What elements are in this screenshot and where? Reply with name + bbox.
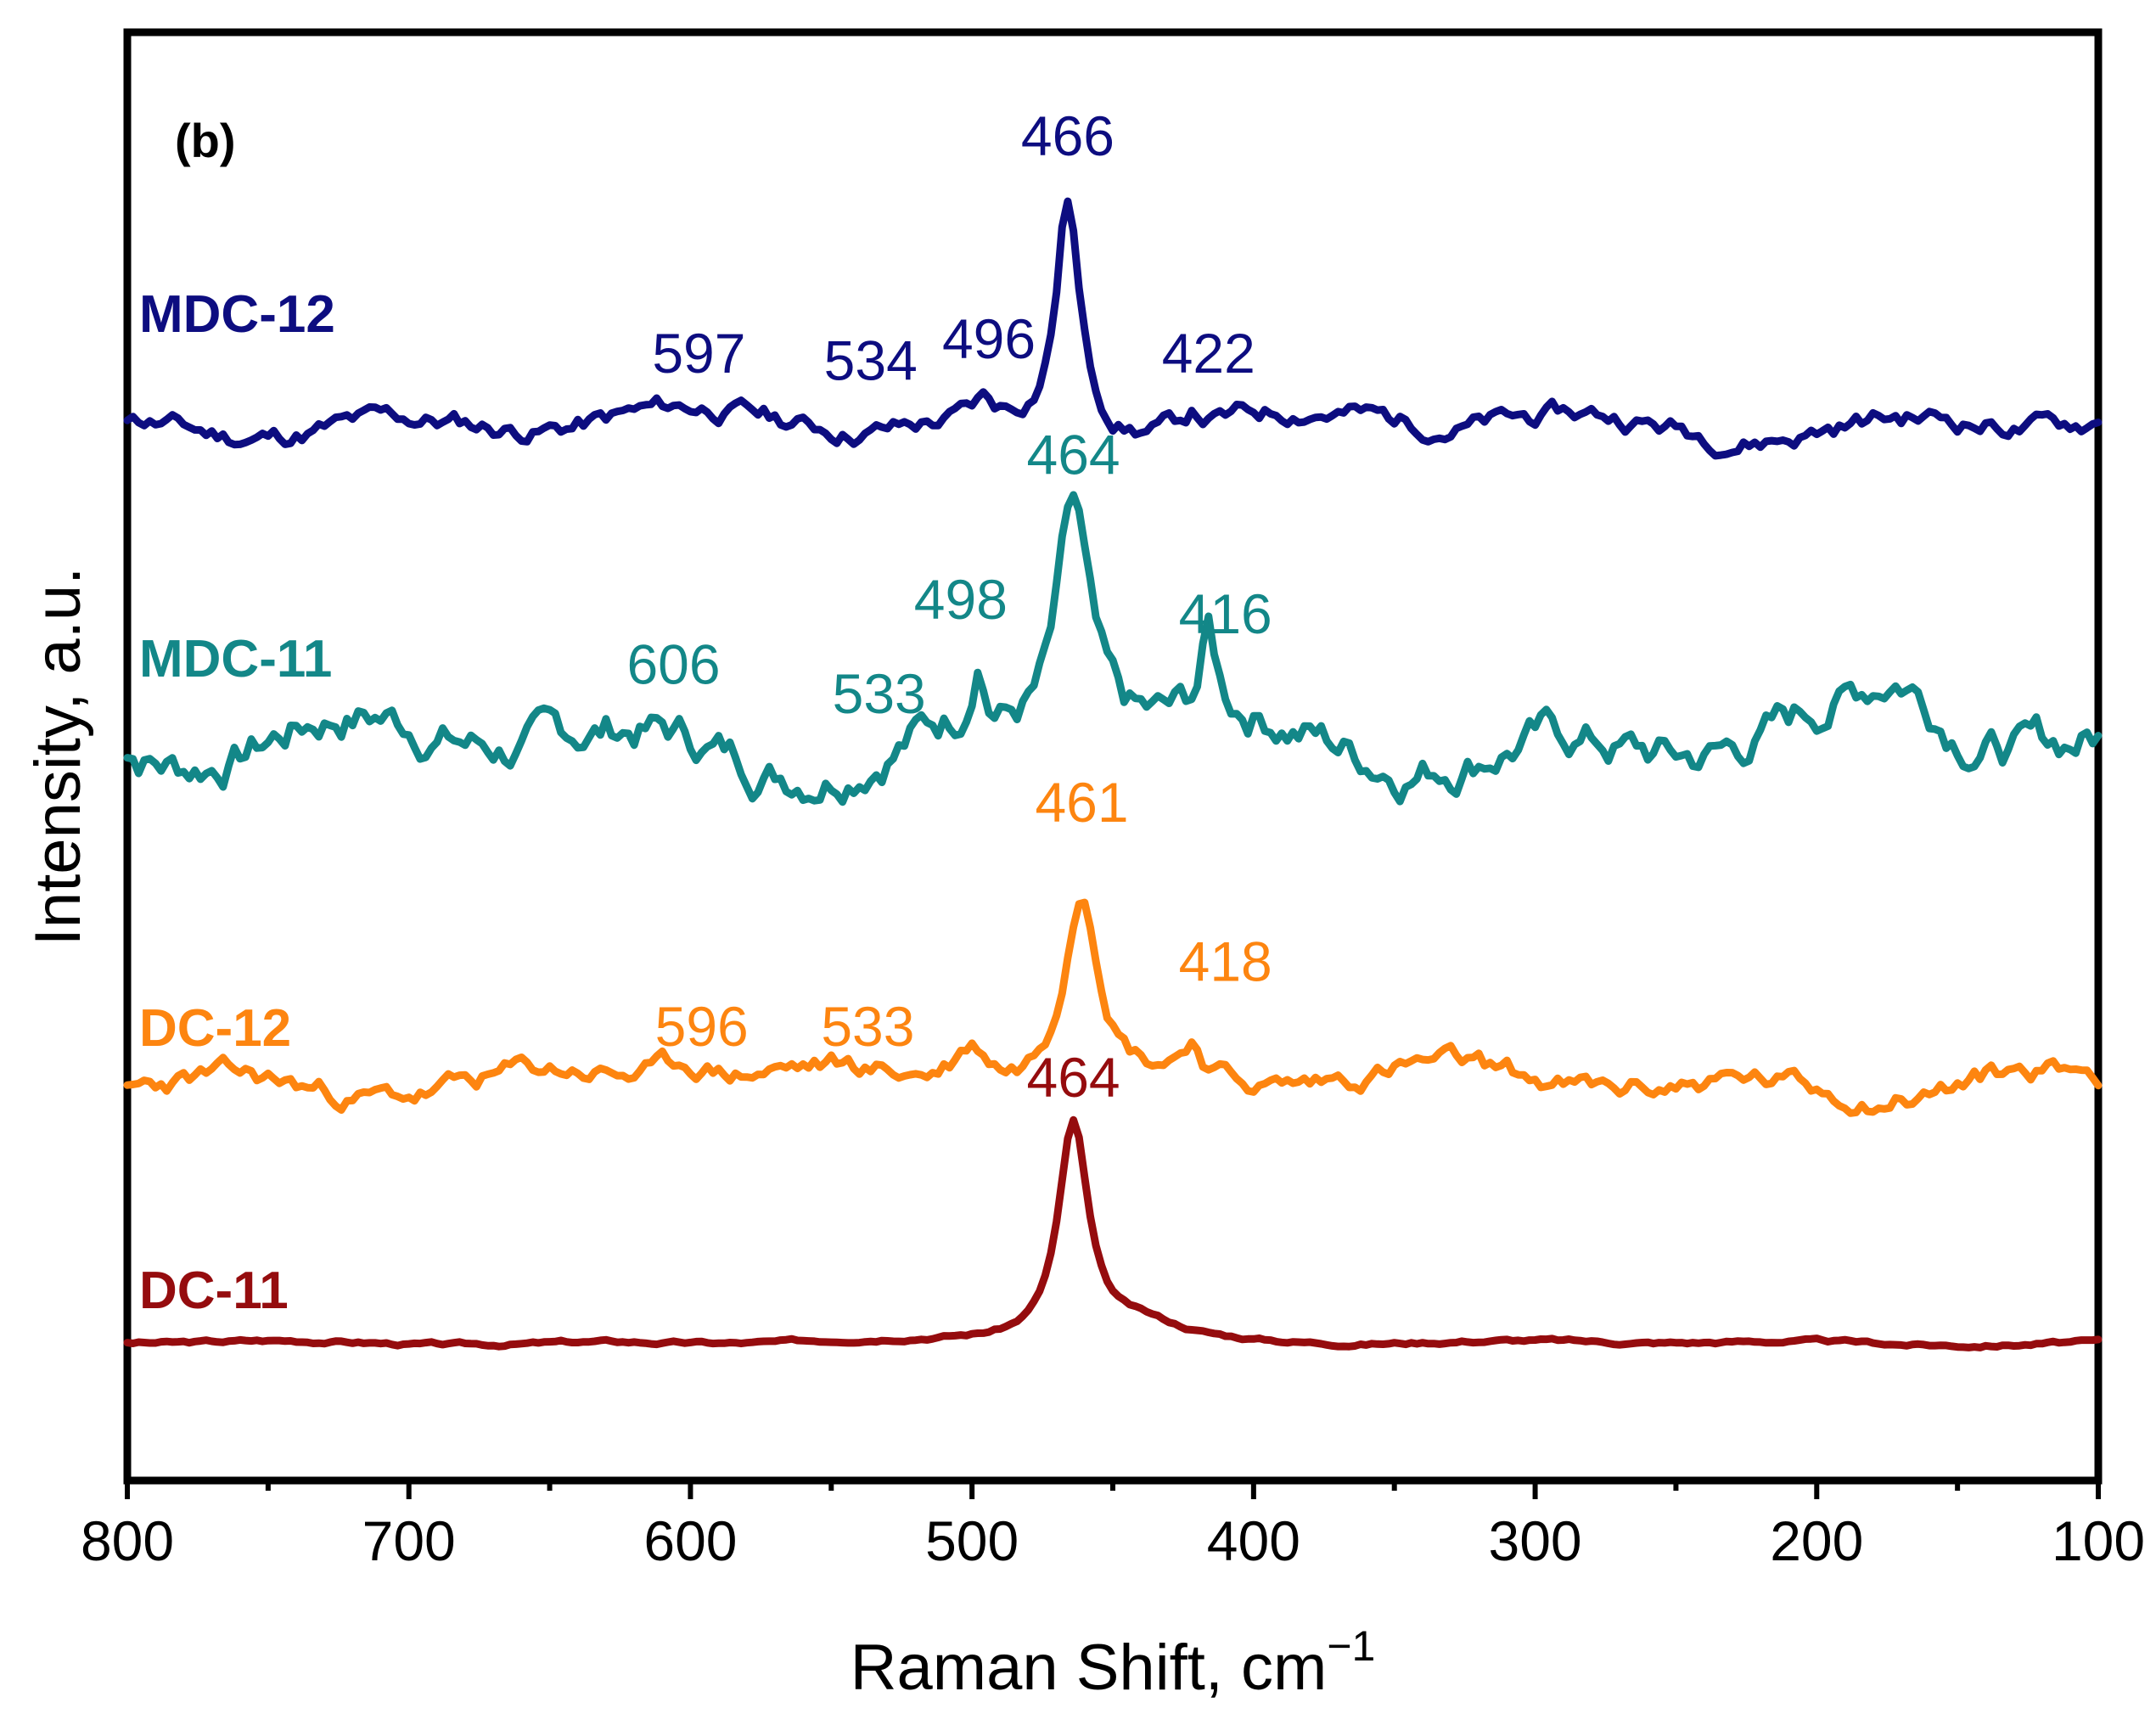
peak-label: 464: [1026, 423, 1120, 486]
x-axis-ticks: 800 700 600 500 400 300 200 100: [81, 1481, 2145, 1572]
x-tick-label: 500: [925, 1509, 1019, 1572]
x-axis-title: Raman Shift, cm−1: [851, 1622, 1376, 1704]
peak-label: 533: [821, 995, 914, 1058]
x-tick-label: 300: [1489, 1509, 1582, 1572]
x-tick-label: 800: [81, 1509, 174, 1572]
x-axis-title-superscript: −1: [1327, 1622, 1375, 1670]
y-axis-title: Intensity, a.u.: [22, 567, 94, 946]
peak-label: 597: [652, 322, 745, 385]
x-tick-label: 700: [362, 1509, 456, 1572]
series-name: DC-11: [139, 1261, 289, 1320]
peak-label: 498: [914, 568, 1008, 631]
peak-label: 464: [1026, 1046, 1120, 1109]
x-tick-label: 600: [643, 1509, 737, 1572]
x-axis-title-text: Raman Shift, cm: [851, 1632, 1328, 1704]
peak-label: 461: [1035, 771, 1128, 834]
series-line-dc-11: [123, 1115, 2103, 1351]
peak-label: 418: [1179, 930, 1272, 992]
peak-label: 534: [824, 329, 918, 391]
x-tick-label: 200: [1770, 1509, 1863, 1572]
series-name: MDC-12: [139, 285, 335, 344]
series-line-dc-12: [123, 898, 2103, 1117]
peak-labels: MDC-12 597 534 496 466 422 MDC-11 606 533 498 464 4…: [139, 104, 1272, 1320]
peak-label: 596: [655, 995, 749, 1058]
peak-label: 422: [1162, 322, 1255, 385]
x-tick-label: 400: [1207, 1509, 1300, 1572]
series-name: MDC-11: [139, 630, 332, 688]
plot-frame: [123, 28, 2103, 1485]
peak-label: 606: [626, 633, 720, 696]
peak-label: 466: [1021, 104, 1114, 167]
x-tick-label: 100: [2052, 1509, 2145, 1572]
peak-label: 533: [833, 662, 926, 725]
peak-label: 496: [942, 307, 1036, 370]
series-line-mdc-11: [123, 491, 2103, 806]
series-name: DC-12: [139, 999, 291, 1058]
series-layer: [123, 197, 2103, 1351]
series-line-mdc-12: [123, 197, 2103, 460]
peak-label: 416: [1179, 582, 1272, 645]
panel-label: (b): [175, 114, 236, 167]
